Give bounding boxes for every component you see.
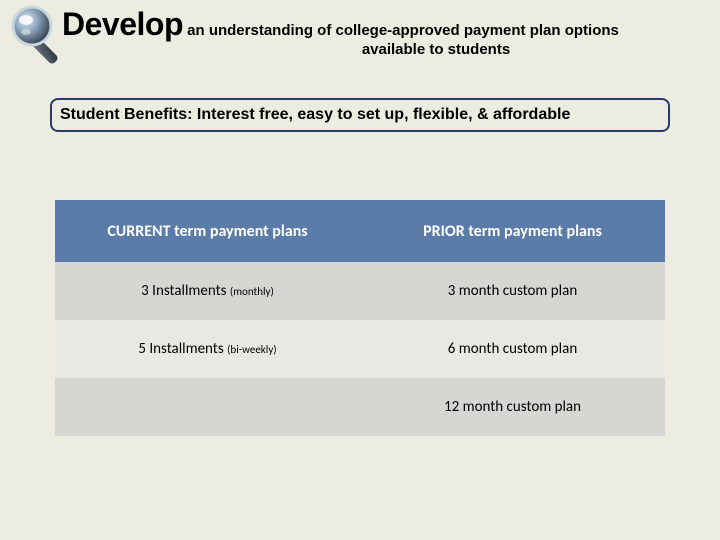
benefits-box: Student Benefits: Interest free, easy to… (50, 98, 670, 132)
heading-line2: available to students (62, 41, 710, 58)
magnifier-icon (6, 2, 70, 66)
cell-prior-0: 3 month custom plan (360, 262, 665, 320)
cell-prior-1: 6 month custom plan (360, 320, 665, 378)
cell-current-1: 5 Installments (bi-weekly) (55, 320, 360, 378)
table-row: 5 Installments (bi-weekly) 6 month custo… (55, 320, 665, 378)
table-row: 12 month custom plan (55, 378, 665, 436)
plans-table: CURRENT term payment plans PRIOR term pa… (55, 200, 665, 436)
table-row: 3 Installments (monthly) 3 month custom … (55, 262, 665, 320)
heading-rest: an understanding of college-approved pay… (183, 22, 619, 39)
table-header-current: CURRENT term payment plans (55, 200, 360, 262)
cell-current-2 (55, 378, 360, 436)
slide-heading: Develop an understanding of college-appr… (62, 6, 710, 58)
cell-current-0: 3 Installments (monthly) (55, 262, 360, 320)
heading-bold: Develop (62, 6, 183, 42)
cell-prior-2: 12 month custom plan (360, 378, 665, 436)
table-header-prior: PRIOR term payment plans (360, 200, 665, 262)
